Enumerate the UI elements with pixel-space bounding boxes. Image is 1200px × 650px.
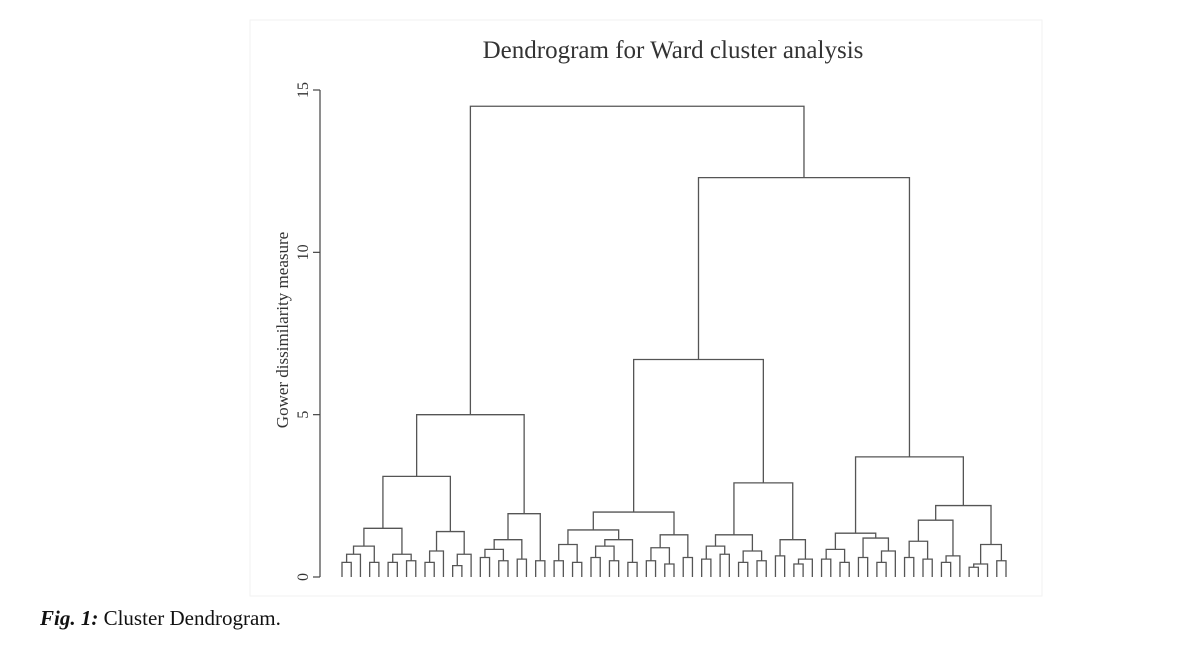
cluster-link — [498, 560, 509, 577]
y-tick-label: 15 — [295, 82, 312, 98]
y-tick-label: 10 — [295, 244, 312, 260]
chart-title: Dendrogram for Ward cluster analysis — [483, 37, 864, 64]
cluster-link — [428, 550, 445, 577]
cluster-link — [435, 530, 465, 555]
caption: Fig. 1: Cluster Dendrogram. — [40, 606, 281, 631]
cluster-link — [592, 511, 675, 535]
cluster-link — [908, 540, 929, 560]
cluster-link — [452, 564, 463, 577]
cluster-link — [733, 482, 794, 540]
chart: Dendrogram for Ward cluster analysis Gow… — [249, 19, 1043, 597]
cluster-link — [352, 545, 375, 563]
cluster-link — [415, 414, 525, 514]
y-axis-label: Gower dissimilarity measure — [273, 232, 292, 428]
cluster-link — [645, 560, 657, 577]
cluster-link — [996, 560, 1007, 577]
cluster-link — [945, 555, 961, 577]
cluster-link — [756, 560, 767, 577]
cluster-link — [742, 550, 763, 563]
cluster-link — [880, 550, 896, 577]
caption-text: Cluster Dendrogram. — [103, 606, 281, 630]
cluster-link — [594, 545, 615, 561]
cluster-link — [608, 560, 620, 577]
cluster-link — [705, 545, 726, 560]
y-tick-label: 5 — [295, 411, 312, 419]
caption-label: Fig. 1: — [40, 606, 99, 630]
cluster-link — [469, 105, 805, 415]
y-tick-label: 0 — [295, 573, 312, 581]
cluster-link — [774, 555, 786, 577]
cluster-link — [405, 560, 417, 577]
cluster-link — [535, 560, 546, 577]
cluster-link — [553, 560, 564, 577]
